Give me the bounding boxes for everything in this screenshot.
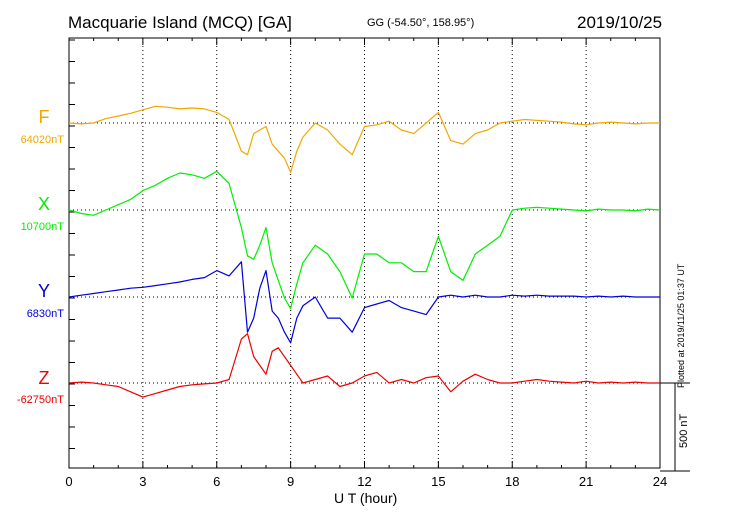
series-name-f: F — [39, 107, 50, 127]
x-axis-label: U T (hour) — [334, 490, 398, 506]
series-name-x: X — [38, 194, 50, 214]
x-tick-label: 18 — [505, 474, 519, 489]
x-tick-label: 0 — [65, 474, 72, 489]
x-tick-label: 9 — [287, 474, 294, 489]
station-coordinates: GG (-54.50°, 158.95°) — [367, 17, 475, 29]
series-baseline-value-z: -62750nT — [17, 394, 64, 406]
series-baseline-value-y: 6830nT — [27, 308, 65, 320]
chart-date: 2019/10/25 — [577, 13, 663, 32]
x-tick-label: 24 — [653, 474, 667, 489]
x-tick-label: 3 — [139, 474, 146, 489]
series-name-y: Y — [38, 281, 50, 301]
series-line-f — [68, 105, 660, 173]
series-baseline-value-x: 10700nT — [21, 221, 65, 233]
series-name-z: Z — [39, 368, 50, 388]
x-tick-label: 15 — [431, 474, 445, 489]
series-line-z — [68, 333, 660, 398]
chart-title: Macquarie Island (MCQ) [GA] — [68, 13, 292, 32]
x-tick-label: 12 — [357, 474, 371, 489]
x-tick-label: 6 — [213, 474, 220, 489]
series-line-y — [68, 261, 660, 344]
series-baseline-value-f: 64020nT — [21, 134, 65, 146]
series-line-x — [68, 170, 661, 310]
x-tick-label: 21 — [579, 474, 593, 489]
